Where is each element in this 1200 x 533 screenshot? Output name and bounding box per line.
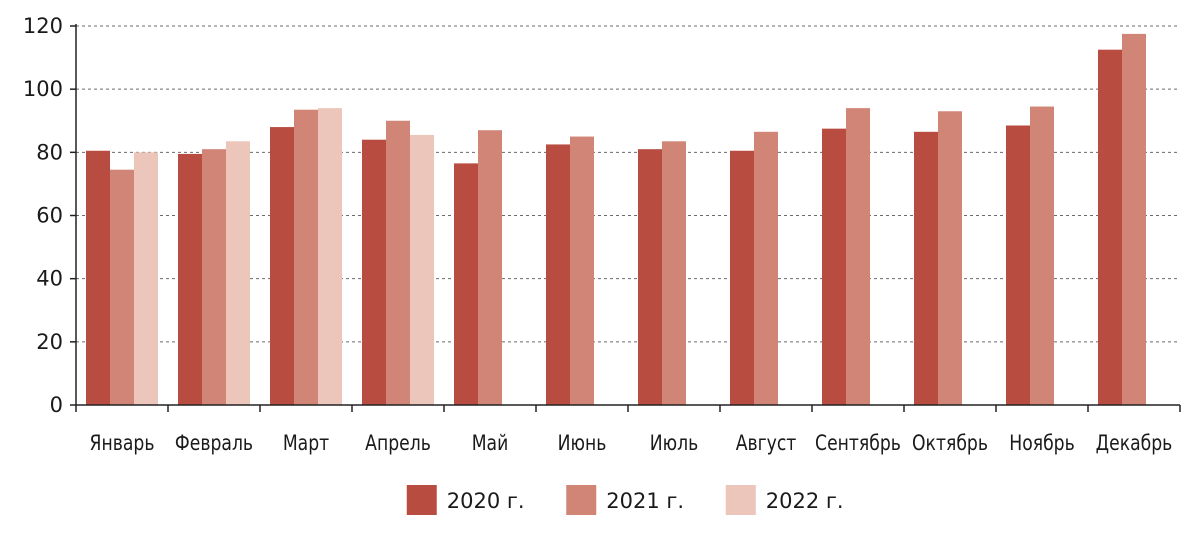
x-tick-label: Январь	[90, 430, 155, 455]
x-tick-label-group: Февраль	[175, 430, 253, 455]
bar	[570, 136, 594, 405]
x-tick-label: Октябрь	[912, 430, 988, 455]
x-tick-label-group: Декабрь	[1096, 430, 1173, 455]
bar	[730, 150, 754, 405]
bar	[410, 134, 434, 405]
legend-label: 2022 г.	[766, 489, 844, 513]
x-tick-label: Июнь	[558, 430, 607, 455]
bar	[386, 120, 410, 405]
legend: 2020 г. 2021 г. 2022 г.	[406, 485, 844, 515]
bar	[318, 108, 342, 405]
x-tick-label-group: Июнь	[558, 430, 607, 455]
x-tick-label-group: Октябрь	[912, 430, 988, 455]
bar	[226, 141, 250, 405]
y-tick-label: 60	[36, 204, 63, 228]
bar	[662, 141, 686, 405]
y-tick-label: 100	[23, 77, 63, 101]
y-tick-label: 40	[36, 267, 63, 291]
bar	[86, 150, 110, 405]
bar	[846, 108, 870, 405]
x-tick-label: Март	[283, 430, 329, 455]
bar	[1006, 125, 1030, 406]
bar	[822, 128, 846, 406]
bars	[86, 33, 1146, 406]
x-tick-label-group: Сентябрь	[815, 430, 901, 455]
x-tick-label: Ноябрь	[1009, 430, 1074, 455]
x-tick-label-group: Август	[736, 430, 797, 455]
bar	[546, 144, 570, 405]
x-tick-label-group: Апрель	[365, 430, 431, 455]
bar	[478, 130, 502, 405]
x-tick-label-group: Март	[283, 430, 329, 455]
legend-label: 2020 г.	[447, 489, 525, 513]
legend-label: 2021 г.	[606, 489, 684, 513]
legend-swatch	[406, 485, 437, 515]
x-tick-label: Август	[736, 430, 797, 455]
x-axis-ticks: Январь Февраль Март Апрель Май Июнь Июль Август…	[90, 430, 1173, 455]
y-tick-label: 20	[36, 330, 63, 354]
y-axis-ticks: 0 20 40 60 80 100 120	[23, 14, 76, 417]
bar	[110, 169, 134, 405]
x-tick-label-group: Май	[472, 430, 509, 455]
x-tick-label-group: Ноябрь	[1009, 430, 1074, 455]
bar	[1122, 33, 1146, 405]
bar	[914, 131, 938, 405]
bar	[270, 127, 294, 406]
x-tick-label: Май	[472, 430, 509, 455]
bar	[1098, 49, 1122, 405]
legend-swatch	[725, 485, 756, 515]
bar	[754, 131, 778, 405]
bar	[294, 109, 318, 405]
bar	[638, 149, 662, 405]
bar	[178, 153, 202, 405]
bar	[1030, 106, 1054, 405]
y-tick-label: 0	[50, 393, 63, 417]
bar	[362, 139, 386, 405]
x-tick-label-group: Январь	[90, 430, 155, 455]
bar	[454, 163, 478, 405]
bar	[134, 152, 158, 405]
bar	[202, 149, 226, 405]
x-tick-label: Апрель	[365, 430, 431, 455]
bar	[938, 111, 962, 406]
x-tick-label: Сентябрь	[815, 430, 901, 455]
y-tick-label: 120	[23, 14, 63, 38]
x-tick-label-group: Июль	[650, 430, 698, 455]
x-tick-label: Июль	[650, 430, 698, 455]
x-tick-label: Декабрь	[1096, 430, 1173, 455]
y-tick-label: 80	[36, 140, 63, 164]
x-tick-label: Февраль	[175, 430, 253, 455]
legend-swatch	[566, 485, 597, 515]
gridlines	[76, 25, 1180, 343]
